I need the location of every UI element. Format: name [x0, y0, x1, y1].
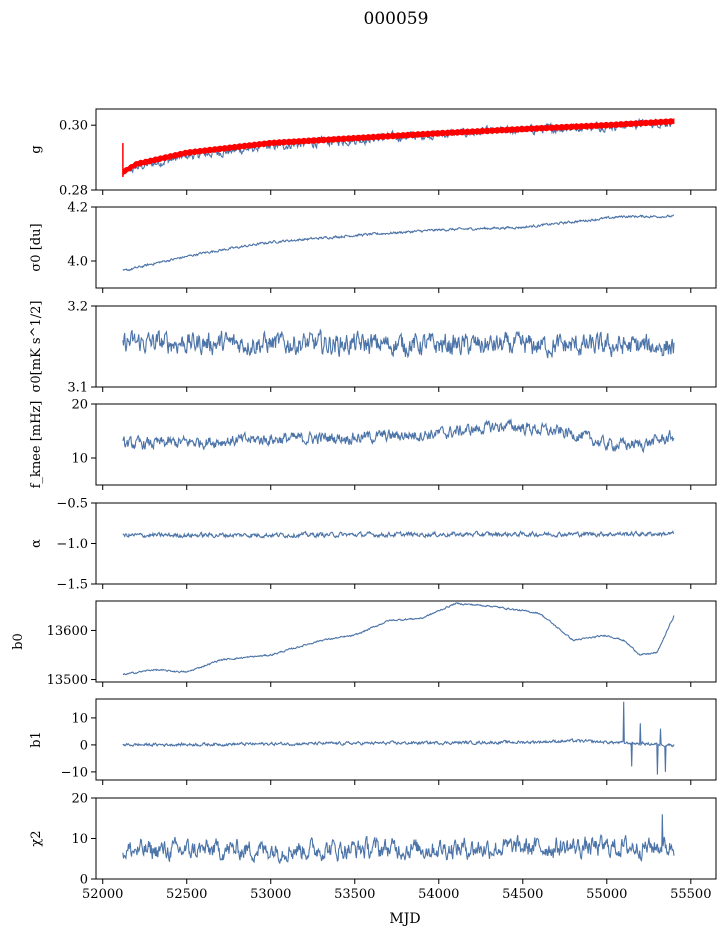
axes-frame [95, 108, 717, 191]
series-line [122, 214, 675, 272]
x-tick-label: 55000 [586, 887, 627, 902]
y-axis-label: σ0[mK s^1/2] [29, 301, 44, 393]
y-axis-label: b0 [11, 633, 26, 650]
axes-frame [95, 698, 717, 781]
series-line [122, 701, 675, 775]
y-axis-label: b1 [29, 731, 44, 748]
y-axis-label: g [29, 145, 44, 153]
y-tick-label: −0.5 [56, 497, 88, 512]
fit-band [122, 118, 675, 175]
x-axis-label: MJD [389, 911, 420, 927]
y-tick-label: −1.0 [56, 537, 88, 552]
series-line [122, 530, 675, 539]
x-tick-label: 55500 [670, 887, 711, 902]
figure-title: 000059 [364, 9, 429, 29]
y-tick-label: 0 [80, 873, 88, 888]
panel-1: 0.28 0.30 g [29, 108, 717, 199]
x-tick-label: 53500 [334, 887, 375, 902]
y-axis-label: f_knee [mHz] [29, 401, 44, 489]
y-tick-label: 0.30 [59, 119, 88, 134]
panel-7: −10 0 10 b1 [29, 698, 717, 785]
axes-frame [95, 797, 717, 880]
axes-frame [95, 305, 717, 388]
panels-group: 0.28 0.30 g 4.0 4.2 σ0 [du] 3.1 3.2 σ0[mK s^1/2]… [11, 108, 717, 902]
panel-3: 3.1 3.2 σ0[mK s^1/2] [29, 300, 717, 396]
x-tick-label: 52500 [166, 887, 207, 902]
series-line [122, 814, 675, 864]
y-tick-label: 13500 [47, 673, 88, 688]
y-tick-label: 4.0 [67, 255, 88, 270]
axes-frame [95, 403, 717, 486]
y-tick-label: 10 [71, 832, 88, 847]
axes-frame [95, 502, 717, 585]
y-tick-label: 3.1 [67, 381, 88, 396]
x-tick-label: 53000 [250, 887, 291, 902]
y-axis-label: α [29, 539, 44, 548]
series-line [122, 418, 675, 454]
x-tick-label: 54500 [502, 887, 543, 902]
y-tick-label: 0.28 [59, 184, 88, 199]
y-tick-label: −10 [61, 765, 88, 780]
panel-4: 10 20 f_knee [mHz] [29, 398, 717, 490]
panel-6: 13500 13600 b0 [11, 600, 717, 688]
y-tick-label: 0 [80, 738, 88, 753]
y-tick-label: 20 [71, 792, 88, 807]
panel-5: −1.5 −1.0 −0.5 α [29, 497, 717, 593]
y-tick-label: 3.2 [67, 300, 88, 315]
y-tick-label: 10 [71, 452, 88, 467]
y-axis-label: σ0 [du] [29, 223, 44, 271]
panel-8: 0 10 20 52000 52500 53000 53500 54000 54500 55000… [29, 792, 717, 902]
y-tick-label: 20 [71, 398, 88, 413]
y-tick-label: 10 [71, 711, 88, 726]
panel-2: 4.0 4.2 σ0 [du] [29, 201, 717, 293]
axes-frame [95, 600, 717, 683]
x-tick-label: 54000 [418, 887, 459, 902]
y-tick-label: −1.5 [56, 578, 88, 593]
y-axis-label: χ2 [29, 830, 44, 846]
series-line [122, 602, 675, 676]
series-line [122, 328, 675, 359]
axes-frame [95, 206, 717, 289]
y-tick-label: 4.2 [67, 201, 88, 216]
y-tick-label: 13600 [47, 624, 88, 639]
x-tick-label: 52000 [82, 887, 123, 902]
